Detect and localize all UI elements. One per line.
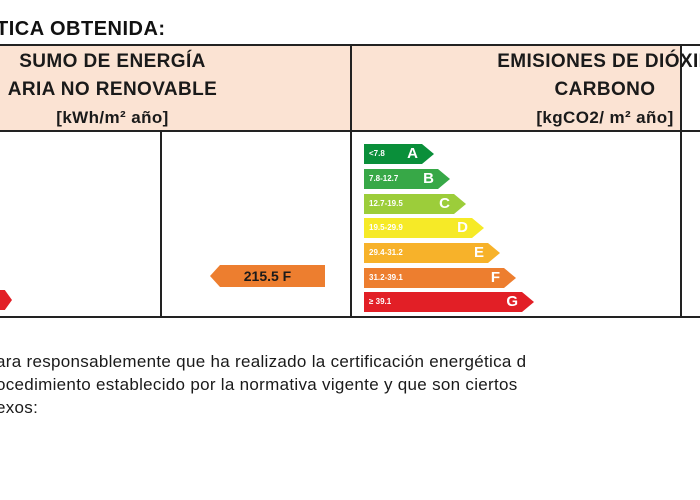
emisiones-header: EMISIONES DE DIÓXID CARBONO [kgCO2/ m² a… xyxy=(440,48,700,132)
scale-letter: A xyxy=(407,145,418,162)
declaration-paragraph: ara responsablemente que ha realizado la… xyxy=(0,350,700,419)
scale-letter: F xyxy=(490,269,500,286)
scale-range-label: 7.8-12.7 xyxy=(369,174,399,183)
consumo-header-bg xyxy=(0,46,350,131)
emisiones-header-bg xyxy=(351,46,681,131)
paragraph-line-2: ocedimiento establecido por la normativa… xyxy=(0,375,518,394)
scale-letter: D xyxy=(457,219,468,236)
scale-bar-d: 19.5-29.9 D xyxy=(364,218,484,238)
consumo-header: SUMO DE ENERGÍA ARIA NO RENOVABLE [kWh/m… xyxy=(0,48,285,132)
scale-range-label: <7.8 xyxy=(369,149,385,158)
scale-range-label: 19.5-29.9 xyxy=(369,223,403,232)
emisiones-title-line2: CARBONO xyxy=(554,79,656,100)
consumo-title-line2: ARIA NO RENOVABLE xyxy=(7,79,218,100)
scale-letter: E xyxy=(473,244,484,261)
scale-bar-e: 29.4-31.2 E xyxy=(364,243,500,263)
scale-bar-c: 12.7-19.5 C xyxy=(364,194,466,214)
rating-indicator-arrow xyxy=(0,290,12,310)
scale-letter: B xyxy=(423,170,434,187)
scale-bar-b: 7.8-12.7 B xyxy=(364,169,450,189)
scale-range-label: 12.7-19.5 xyxy=(369,199,403,208)
consumo-title-line1: SUMO DE ENERGÍA xyxy=(19,51,206,72)
emisiones-title-line1: EMISIONES DE DIÓXID xyxy=(497,51,700,72)
emisiones-unit: [kgCO2/ m² año] xyxy=(536,108,674,127)
paragraph-line-3: exos: xyxy=(0,398,39,417)
section-heading: TICA OBTENIDA: xyxy=(0,18,166,40)
scale-letter: G xyxy=(506,293,518,310)
scale-range-label: 31.2-39.1 xyxy=(369,273,403,282)
scale-range-label: 29.4-31.2 xyxy=(369,248,403,257)
paragraph-line-1: ara responsablemente que ha realizado la… xyxy=(0,352,527,371)
scale-range-label: ≥ 39.1 xyxy=(369,297,392,306)
scale-bar-f: 31.2-39.1 F xyxy=(364,268,516,288)
scale-bar-a: <7.8 A xyxy=(364,144,434,164)
consumo-rating-arrow: 215.5 F xyxy=(210,265,325,287)
scale-letter: C xyxy=(439,195,450,212)
scale-bar-g: ≥ 39.1 G xyxy=(364,292,534,312)
consumo-unit: [kWh/m² año] xyxy=(56,108,169,127)
